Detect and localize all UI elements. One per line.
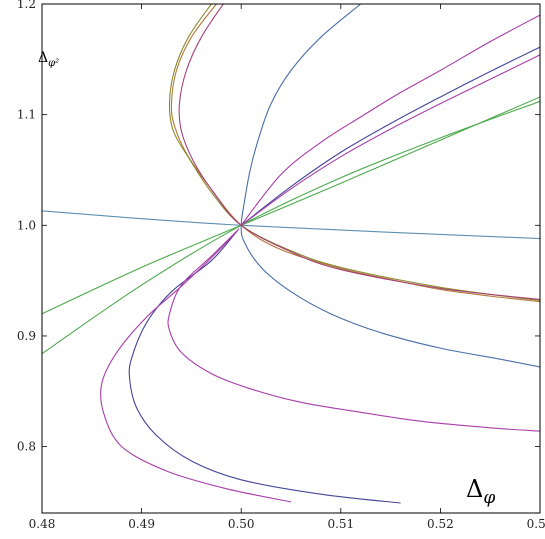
series-line-7 [100, 229, 292, 503]
x-axis-label: Δφ [466, 475, 495, 508]
plot-frame [41, 3, 541, 514]
series-line-9 [167, 228, 540, 432]
series-line-4 [128, 230, 401, 504]
series-line-8 [240, 14, 540, 226]
x-tick-label-4: 0.51 [327, 517, 354, 531]
curves-group [42, 4, 540, 504]
series-line-6 [240, 54, 540, 226]
ticks-group: 0.48 0.49 0.50 0.51 0.52 0.53 0.8 0.9 1.0 1.1 1.2 [17, 0, 545, 531]
series-line-2 [42, 96, 540, 315]
x-tick-label-2: 0.49 [128, 517, 155, 531]
x-tick-label-1: 0.48 [29, 517, 56, 531]
series-line-3 [42, 100, 540, 355]
x-tick-label-3: 0.50 [228, 517, 255, 531]
x-tick-label-6: 0.53 [527, 517, 545, 531]
y-tick-label-3: 1.0 [17, 218, 36, 232]
series-line-12 [168, 4, 540, 302]
series-line-1 [42, 210, 540, 240]
series-line-5 [240, 46, 540, 226]
x-tick-label-5: 0.52 [427, 517, 454, 531]
y-axis-label: Δφ² [38, 50, 59, 69]
y-tick-label-4: 1.1 [17, 108, 36, 122]
y-tick-label-1: 0.8 [17, 440, 36, 454]
series-line-13 [178, 4, 540, 300]
y-tick-label-5: 1.2 [17, 0, 36, 11]
y-tick-label-2: 0.9 [17, 329, 36, 343]
series-line-10 [240, 4, 540, 368]
